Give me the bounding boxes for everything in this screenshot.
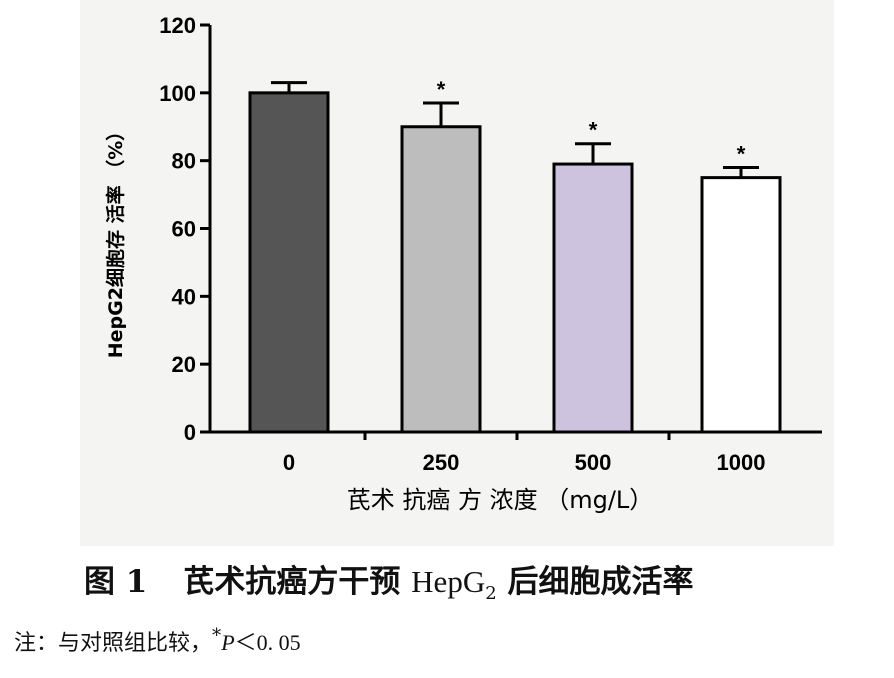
y-tick-label: 20	[172, 352, 196, 377]
note-threshold: ＜0. 05	[234, 630, 301, 655]
significance-mark: *	[737, 141, 746, 166]
x-axis-label: 芪术 抗癌 方 浓度 （mg/L）	[347, 486, 654, 514]
y-tick-label: 120	[159, 13, 196, 38]
bar	[400, 125, 482, 434]
x-tick-label: 250	[423, 450, 460, 475]
caption-text-b: HepG	[411, 564, 486, 599]
bar	[552, 162, 634, 434]
caption-text-a: 芪术抗癌方干预	[183, 564, 412, 600]
figure-caption: 图 1 芪术抗癌方干预 HepG2 后细胞成活率	[84, 556, 693, 604]
y-tick-label: 80	[172, 149, 196, 174]
note-prefix: 注：与对照组比较，	[14, 631, 213, 656]
bar	[248, 91, 330, 434]
figure-number: 图 1	[84, 564, 148, 600]
x-tick-label: 0	[283, 450, 295, 475]
caption-text-c: 后细胞成活率	[496, 564, 694, 600]
note-p-symbol: P	[221, 630, 235, 655]
y-tick-label: 100	[159, 81, 196, 106]
note-star: *	[212, 625, 222, 647]
caption-subscript: 2	[485, 583, 497, 605]
y-axis-label: HepG2细胞存 活率 （%）	[104, 122, 127, 358]
significance-mark: *	[437, 77, 446, 102]
figure-note: 注：与对照组比较，*P＜0. 05	[14, 625, 301, 657]
x-tick-label: 1000	[717, 450, 766, 475]
y-tick-label: 40	[172, 284, 196, 309]
y-tick-label: 60	[172, 217, 196, 242]
bar-chart: * * * 0 20 40 60 80 100 120 0 250 500 1000 芪术 抗癌 方 浓度 …	[104, 13, 822, 514]
significance-mark: *	[589, 118, 598, 143]
figure-panel: * * * 0 20 40 60 80 100 120 0 250 500 1000 芪术 抗癌 方 浓度 …	[80, 0, 834, 546]
x-tick-label: 500	[575, 450, 612, 475]
y-tick-label: 0	[184, 420, 196, 445]
bar	[700, 176, 782, 434]
